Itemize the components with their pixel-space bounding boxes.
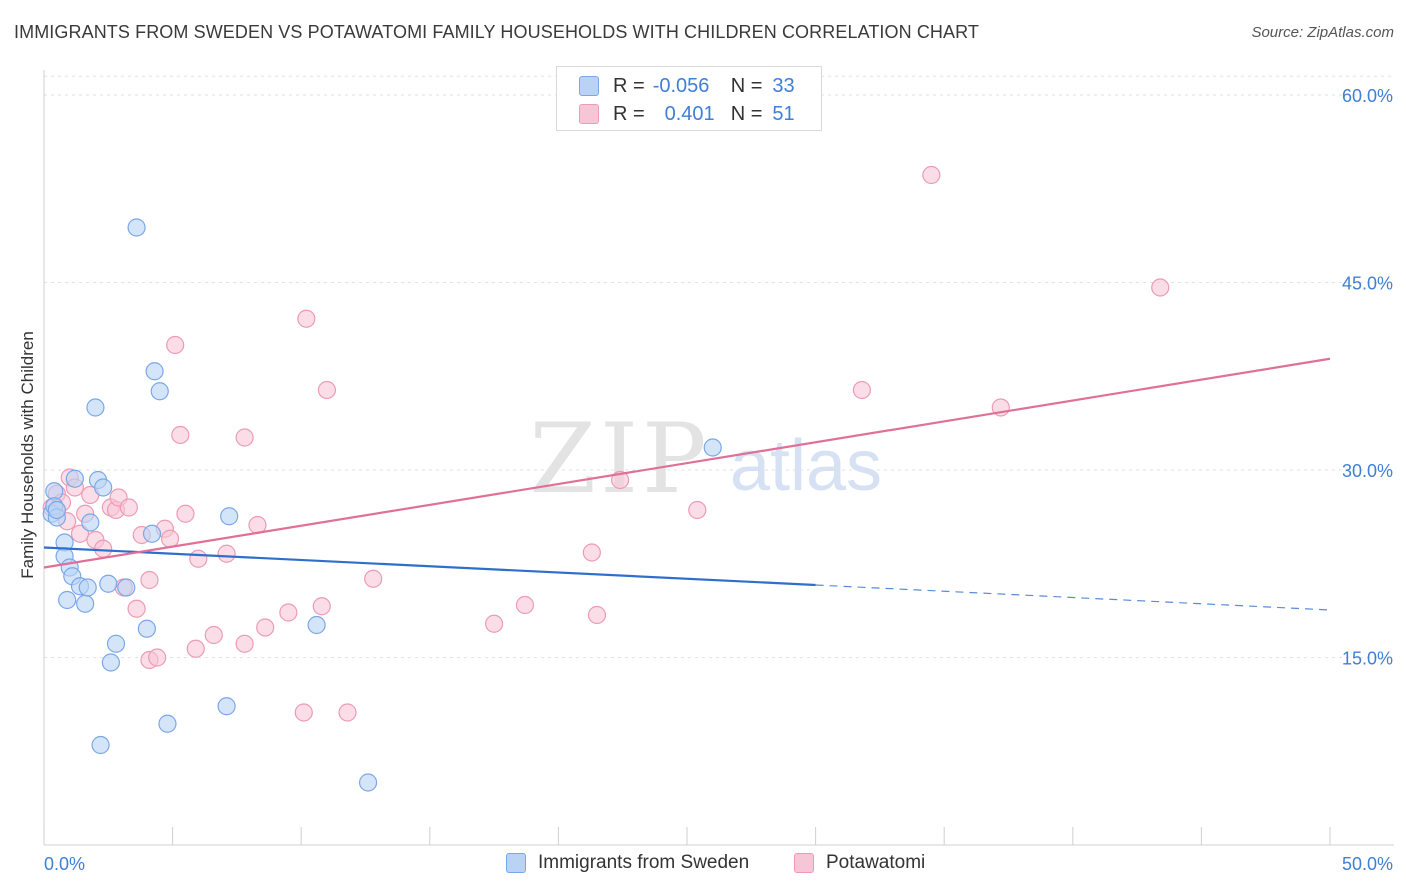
point-sweden: [106, 634, 126, 653]
point-sweden: [76, 594, 95, 613]
x-tick-label-max: 50.0%: [1342, 854, 1393, 874]
n-value: 51: [772, 102, 795, 125]
legend-swatch-sweden: [506, 853, 526, 873]
point-potawatomi: [922, 165, 941, 185]
point-potawatomi: [189, 549, 208, 568]
point-sweden: [81, 513, 100, 532]
point-sweden: [145, 362, 164, 381]
point-sweden: [91, 735, 110, 755]
x-tick-label-min: 0.0%: [44, 854, 85, 874]
point-potawatomi: [515, 595, 535, 615]
point-potawatomi: [852, 380, 871, 400]
watermark-atlas: atlas: [730, 426, 882, 506]
point-potawatomi: [171, 425, 190, 445]
point-potawatomi: [485, 614, 504, 633]
point-potawatomi: [140, 570, 159, 590]
point-potawatomi: [1151, 278, 1170, 297]
point-sweden: [94, 478, 113, 497]
point-potawatomi: [297, 309, 316, 328]
point-sweden: [117, 578, 136, 597]
point-potawatomi: [587, 605, 607, 625]
point-potawatomi: [94, 539, 113, 558]
watermark-zip: ZIP: [529, 403, 710, 515]
point-potawatomi: [235, 634, 254, 653]
point-sweden: [58, 590, 77, 610]
trend-line-potawatomi: [43, 357, 1331, 569]
point-potawatomi: [166, 335, 185, 355]
correlation-legend: R = -0.056 N = 33 R = 0.401 N = 51: [556, 66, 822, 131]
r-label: R =: [613, 74, 645, 97]
source-label: Source: ZipAtlas.com: [1251, 24, 1394, 41]
trend-line-sweden: [43, 546, 816, 587]
point-sweden: [150, 382, 169, 401]
point-potawatomi: [70, 524, 90, 543]
point-potawatomi: [186, 639, 205, 658]
legend-item-sweden[interactable]: Immigrants from Sweden: [506, 852, 749, 874]
point-potawatomi: [279, 603, 298, 622]
point-potawatomi: [217, 544, 236, 563]
point-potawatomi: [127, 599, 146, 618]
point-potawatomi: [160, 529, 180, 548]
trend-line-sweden-extension: [815, 584, 1331, 611]
y-axis-title: Family Households with Children: [18, 331, 37, 579]
r-value: 0.401: [664, 102, 715, 125]
r-label: R =: [613, 102, 645, 125]
y-tick-label: 15.0%: [1342, 649, 1393, 669]
point-potawatomi: [364, 569, 383, 588]
point-sweden: [47, 500, 66, 520]
point-sweden: [127, 218, 146, 237]
point-potawatomi: [235, 428, 254, 447]
point-potawatomi: [148, 648, 167, 667]
point-sweden: [703, 438, 722, 457]
legend-label-sweden: Immigrants from Sweden: [538, 852, 750, 873]
point-sweden: [86, 398, 105, 417]
watermark: ZIP atlas: [529, 403, 882, 515]
point-sweden: [158, 714, 177, 733]
grid-lines: [44, 75, 1394, 658]
point-potawatomi: [317, 380, 337, 400]
y-tick-label: 60.0%: [1342, 86, 1393, 106]
legend-row-sweden: R = -0.056 N = 33: [579, 73, 795, 99]
point-potawatomi: [119, 498, 138, 517]
point-potawatomi: [176, 504, 195, 523]
point-sweden: [99, 574, 118, 593]
r-value: -0.056: [652, 74, 710, 97]
legend-item-potawatomi[interactable]: Potawatomi: [794, 852, 925, 874]
point-sweden: [220, 507, 239, 526]
data-points: [42, 165, 1170, 792]
point-potawatomi: [338, 703, 357, 722]
legend-label-potawatomi: Potawatomi: [826, 852, 926, 873]
point-potawatomi: [688, 500, 707, 520]
point-sweden: [78, 578, 97, 597]
point-sweden: [358, 773, 378, 792]
legend-swatch-sweden: [579, 76, 599, 96]
point-sweden: [137, 619, 156, 638]
trend-lines: [43, 357, 1331, 611]
point-sweden: [65, 469, 84, 488]
point-sweden: [101, 653, 120, 672]
legend-row-potawatomi: R = 0.401 N = 51: [579, 101, 795, 127]
chart-title: IMMIGRANTS FROM SWEDEN VS POTAWATOMI FAM…: [14, 22, 980, 42]
point-potawatomi: [204, 625, 223, 645]
legend-swatch-potawatomi: [579, 104, 599, 124]
point-sweden: [142, 524, 162, 543]
point-potawatomi: [256, 618, 275, 637]
point-sweden: [307, 615, 326, 635]
n-value: 33: [772, 74, 795, 97]
tick-labels: 15.0% 30.0% 45.0% 60.0% 0.0% 50.0%: [44, 86, 1393, 874]
point-potawatomi: [294, 703, 313, 722]
point-potawatomi: [312, 597, 331, 616]
axes: [43, 70, 1394, 846]
n-label: N =: [730, 102, 763, 125]
n-label: N =: [730, 74, 763, 97]
legend-swatch-potawatomi: [794, 853, 814, 873]
y-tick-label: 30.0%: [1342, 461, 1393, 481]
y-tick-label: 45.0%: [1342, 274, 1393, 294]
point-sweden: [217, 697, 236, 716]
point-potawatomi: [582, 543, 601, 562]
